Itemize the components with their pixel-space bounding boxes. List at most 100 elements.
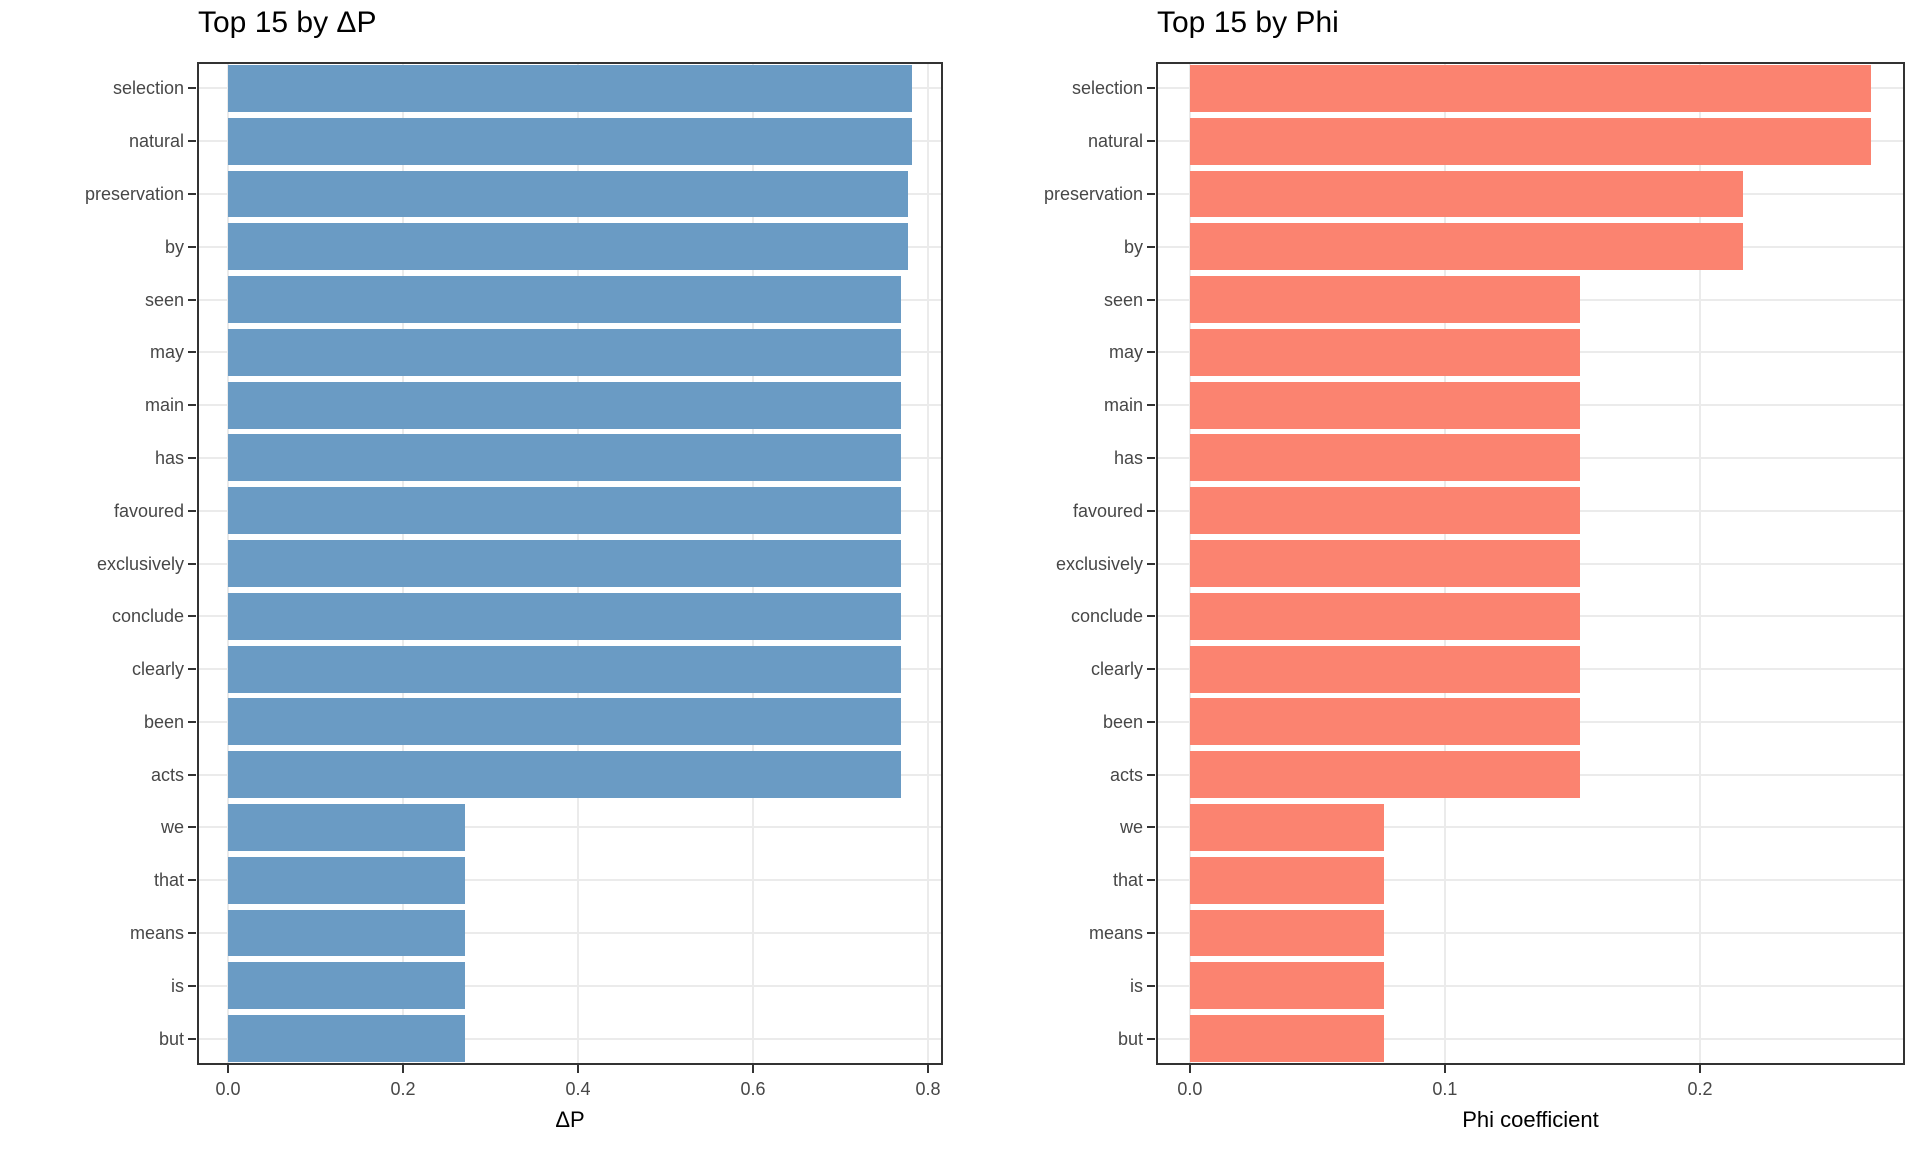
bar-selection [227, 64, 913, 112]
x-tick-label: 0.1 [1432, 1079, 1458, 1099]
bar-conclude [1189, 592, 1581, 640]
y-tick [1147, 562, 1155, 565]
major-gridline-horizontal [197, 879, 943, 882]
bar-seen [227, 276, 901, 323]
x-tick [927, 1065, 930, 1073]
bar-exclusively [1189, 540, 1581, 587]
bar-that [227, 856, 466, 904]
x-tick [577, 1065, 579, 1073]
x-tick-label: 0.2 [390, 1079, 416, 1099]
y-tick [188, 351, 196, 354]
major-gridline-horizontal [1156, 879, 1905, 882]
y-tick-label-means: means [129, 923, 184, 944]
bar-been [1189, 698, 1581, 746]
y-tick-label-main: main [144, 395, 184, 416]
y-tick-label-preservation: preservation [1043, 183, 1143, 204]
bar-exclusively [227, 540, 901, 587]
chart-title-phi: Top 15 by Phi [1157, 6, 1339, 39]
major-gridline-horizontal [197, 826, 943, 829]
y-tick [188, 404, 196, 407]
major-gridline-horizontal [197, 984, 943, 987]
bar-by [1189, 223, 1744, 271]
y-tick [1147, 87, 1155, 90]
chart-title-delta-p: Top 15 by ΔP [198, 6, 377, 39]
y-tick-label-may: may [149, 342, 184, 363]
bar-been [227, 698, 901, 746]
y-tick-label-been: been [143, 711, 184, 732]
y-tick [188, 87, 196, 90]
y-tick-label-conclude: conclude [111, 606, 184, 627]
major-gridline-horizontal [1156, 1037, 1905, 1040]
y-tick [188, 192, 196, 195]
y-tick-label-main: main [1103, 395, 1143, 416]
plot-panel-phi [1156, 62, 1905, 1065]
y-tick-label-acts: acts [1109, 764, 1143, 785]
bar-clearly [1189, 645, 1581, 693]
major-gridline-horizontal [197, 932, 943, 935]
x-tick [1698, 1065, 1701, 1073]
y-tick [188, 668, 196, 671]
y-tick-label-been: been [1102, 711, 1143, 732]
y-tick-label-has: has [154, 447, 184, 468]
y-tick [188, 615, 196, 618]
bar-main [1189, 381, 1581, 429]
x-tick [401, 1065, 404, 1073]
x-tick-label: 0.4 [565, 1079, 591, 1099]
y-tick-label-natural: natural [1087, 131, 1143, 152]
bar-preservation [1189, 170, 1744, 218]
y-tick [1147, 456, 1155, 459]
y-tick [188, 245, 196, 248]
bar-favoured [1189, 487, 1581, 535]
y-tick [1147, 984, 1155, 987]
bar-has [1189, 434, 1581, 482]
y-tick-label-selection: selection [112, 78, 184, 99]
bar-natural [1189, 117, 1871, 165]
x-tick-label: 0.0 [1177, 1079, 1203, 1099]
x-axis-title-delta-p: ΔP [555, 1107, 585, 1132]
y-tick-label-natural: natural [128, 131, 184, 152]
y-tick [1147, 245, 1155, 248]
x-tick-label: 0.8 [915, 1079, 941, 1099]
major-gridline-horizontal [197, 1037, 943, 1040]
bar-is [1189, 962, 1384, 1010]
y-tick [1147, 509, 1155, 512]
y-tick [188, 720, 196, 723]
bar-by [227, 223, 908, 271]
bar-but [227, 1015, 466, 1063]
y-tick-label-but: but [158, 1028, 184, 1049]
y-tick-label-clearly: clearly [131, 659, 184, 680]
plot-panel-delta-p [197, 62, 943, 1065]
major-gridline-horizontal [1156, 826, 1905, 829]
y-tick-label-that: that [153, 870, 184, 891]
y-tick [1147, 298, 1155, 301]
y-tick [1147, 351, 1155, 354]
y-tick [1147, 615, 1155, 618]
y-tick-label-clearly: clearly [1090, 659, 1143, 680]
y-tick [188, 140, 196, 143]
y-tick-label-favoured: favoured [113, 500, 184, 521]
y-tick [1147, 773, 1155, 776]
y-tick-label-exclusively: exclusively [1055, 553, 1143, 574]
major-gridline-horizontal [1156, 984, 1905, 987]
y-tick [188, 298, 196, 301]
bar-but [1189, 1015, 1384, 1063]
bar-we [227, 804, 466, 851]
y-tick [1147, 720, 1155, 723]
y-tick [1147, 140, 1155, 143]
y-tick [188, 879, 196, 882]
y-tick-label-we: we [1119, 817, 1143, 838]
bar-we [1189, 804, 1384, 851]
x-tick [226, 1065, 229, 1073]
y-tick-label-favoured: favoured [1072, 500, 1143, 521]
y-tick [1147, 192, 1155, 195]
y-tick-label-by: by [1123, 236, 1143, 257]
x-tick [1443, 1065, 1446, 1073]
bar-favoured [227, 487, 901, 535]
y-tick-label-but: but [1117, 1028, 1143, 1049]
bar-has [227, 434, 901, 482]
bar-may [227, 328, 901, 376]
bar-may [1189, 328, 1581, 376]
x-tick [752, 1065, 755, 1073]
y-tick [1147, 932, 1155, 935]
